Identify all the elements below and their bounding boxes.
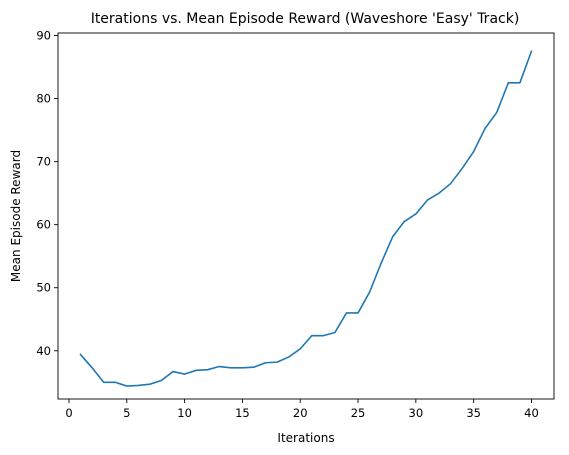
x-tick-label: 40 bbox=[524, 406, 539, 420]
x-axis-label: Iterations bbox=[277, 431, 334, 445]
x-tick-label: 25 bbox=[351, 406, 366, 420]
x-tick-label: 0 bbox=[65, 406, 72, 420]
x-tick-label: 5 bbox=[123, 406, 130, 420]
x-tick-label: 10 bbox=[177, 406, 192, 420]
y-tick-label: 40 bbox=[36, 344, 51, 358]
y-tick-label: 60 bbox=[36, 218, 51, 232]
y-tick-label: 70 bbox=[36, 155, 51, 169]
plot-area bbox=[79, 50, 533, 387]
y-axis-ticks: 40 50 60 70 80 90 bbox=[36, 29, 58, 358]
x-tick-label: 35 bbox=[466, 406, 481, 420]
plot-frame bbox=[57, 32, 555, 400]
x-tick-label: 15 bbox=[235, 406, 250, 420]
series-line-0 bbox=[79, 50, 533, 387]
x-tick-label: 30 bbox=[409, 406, 424, 420]
y-tick-label: 80 bbox=[36, 92, 51, 106]
y-tick-label: 50 bbox=[36, 281, 51, 295]
y-axis-label: Mean Episode Reward bbox=[9, 150, 23, 282]
x-axis-ticks: 0 5 10 15 20 25 30 35 40 bbox=[65, 399, 539, 420]
y-tick-label: 90 bbox=[36, 29, 51, 43]
chart-title: Iterations vs. Mean Episode Reward (Wave… bbox=[91, 11, 520, 27]
x-tick-label: 20 bbox=[293, 406, 308, 420]
